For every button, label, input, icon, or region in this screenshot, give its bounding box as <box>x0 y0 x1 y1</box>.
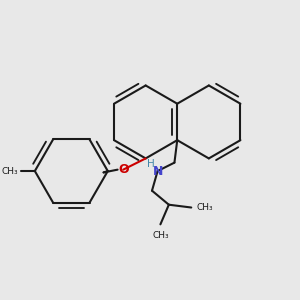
Text: CH₃: CH₃ <box>197 203 214 212</box>
Text: H: H <box>147 159 154 169</box>
Text: CH₃: CH₃ <box>152 231 169 240</box>
Text: N: N <box>152 164 163 178</box>
Text: CH₃: CH₃ <box>2 167 18 176</box>
Text: O: O <box>118 163 128 176</box>
